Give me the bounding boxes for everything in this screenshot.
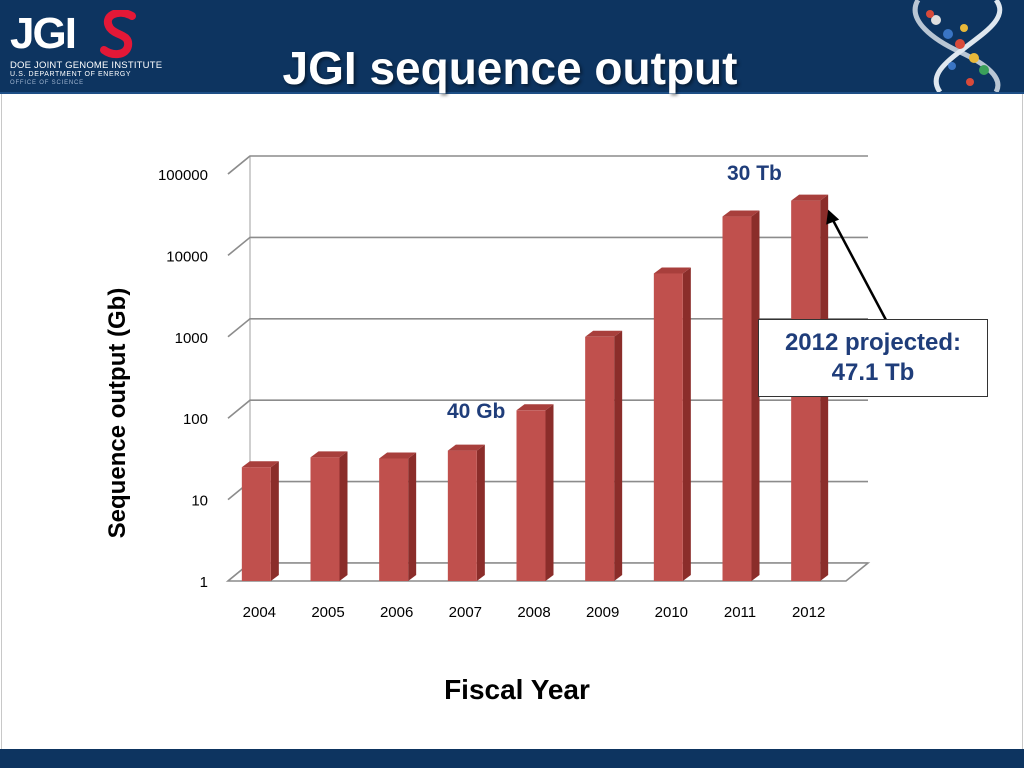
logo-office: OFFICE OF SCIENCE: [10, 80, 84, 86]
bar-side: [751, 210, 760, 582]
bar-top: [653, 267, 691, 274]
callout-arrow-head: [826, 209, 840, 225]
jgi-logo: JGI DOE JOINT GENOME INSTITUTE U.S. DEPA…: [10, 8, 170, 88]
bar: [310, 457, 340, 581]
header-divider: [0, 92, 1024, 94]
bar-top: [241, 461, 279, 468]
projection-callout: 2012 projected: 47.1 Tb: [758, 319, 988, 397]
bar: [722, 216, 752, 582]
y-tick-label: 100000: [158, 167, 208, 184]
gridline: [227, 236, 868, 257]
callout-arrow-line: [831, 218, 888, 321]
x-tick-label: 2007: [449, 604, 482, 621]
y-tick-label: 10000: [166, 248, 208, 265]
x-tick-label: 2010: [655, 604, 688, 621]
y-tick-label: 10: [191, 493, 208, 510]
y-axis-label: Sequence output (Gb): [104, 287, 131, 539]
bar-side: [614, 330, 623, 581]
slide-frame: [1, 94, 1023, 749]
bar: [241, 467, 271, 581]
bar-top: [379, 452, 417, 459]
bar-side: [682, 267, 691, 581]
bar-side: [476, 444, 485, 581]
bar: [516, 410, 546, 581]
bar-top: [310, 451, 348, 458]
x-axis-label: Fiscal Year: [444, 674, 590, 705]
x-tick-label: 2009: [586, 604, 619, 621]
logo-s-swoosh-icon: [100, 10, 136, 59]
x-tick-label: 2006: [380, 604, 413, 621]
y-tick-label: 1: [200, 574, 208, 591]
bar-top: [722, 210, 760, 217]
bar-top: [447, 444, 485, 451]
logo-institute-name: DOE JOINT GENOME INSTITUTE: [10, 60, 163, 71]
x-tick-label: 2011: [724, 604, 756, 621]
callout-line-2: 47.1 Tb: [831, 359, 915, 386]
footer-bar: [0, 749, 1024, 768]
bar-top: [791, 194, 829, 201]
x-tick-label: 2005: [311, 604, 344, 621]
bar-top: [516, 404, 554, 411]
page-title: JGI sequence output: [282, 42, 738, 94]
logo-department: U.S. DEPARTMENT OF ENERGY: [10, 71, 132, 78]
bar: [653, 273, 683, 581]
bar-side: [270, 461, 279, 581]
annotation-40gb: 40 Gb: [447, 400, 506, 423]
bar: [447, 450, 477, 581]
callout-line-1: 2012 projected:: [784, 329, 962, 356]
bar-side: [408, 452, 417, 581]
gridline: [227, 155, 868, 175]
logo-wordmark: JGI: [10, 9, 77, 58]
annotation-30tb: 30 Tb: [727, 162, 782, 185]
y-tick-label: 100: [183, 411, 208, 428]
bar: [585, 336, 615, 581]
bar-side: [339, 451, 348, 581]
header-bar: [0, 0, 1024, 92]
x-tick-label: 2004: [243, 604, 276, 621]
bar-side: [545, 404, 554, 581]
x-tick-label: 2012: [792, 604, 825, 621]
bar: [379, 458, 409, 581]
bar-top: [585, 330, 623, 337]
dna-helix-icon: [912, 0, 1003, 92]
x-tick-label: 2008: [517, 604, 550, 621]
y-tick-label: 1000: [175, 330, 208, 347]
